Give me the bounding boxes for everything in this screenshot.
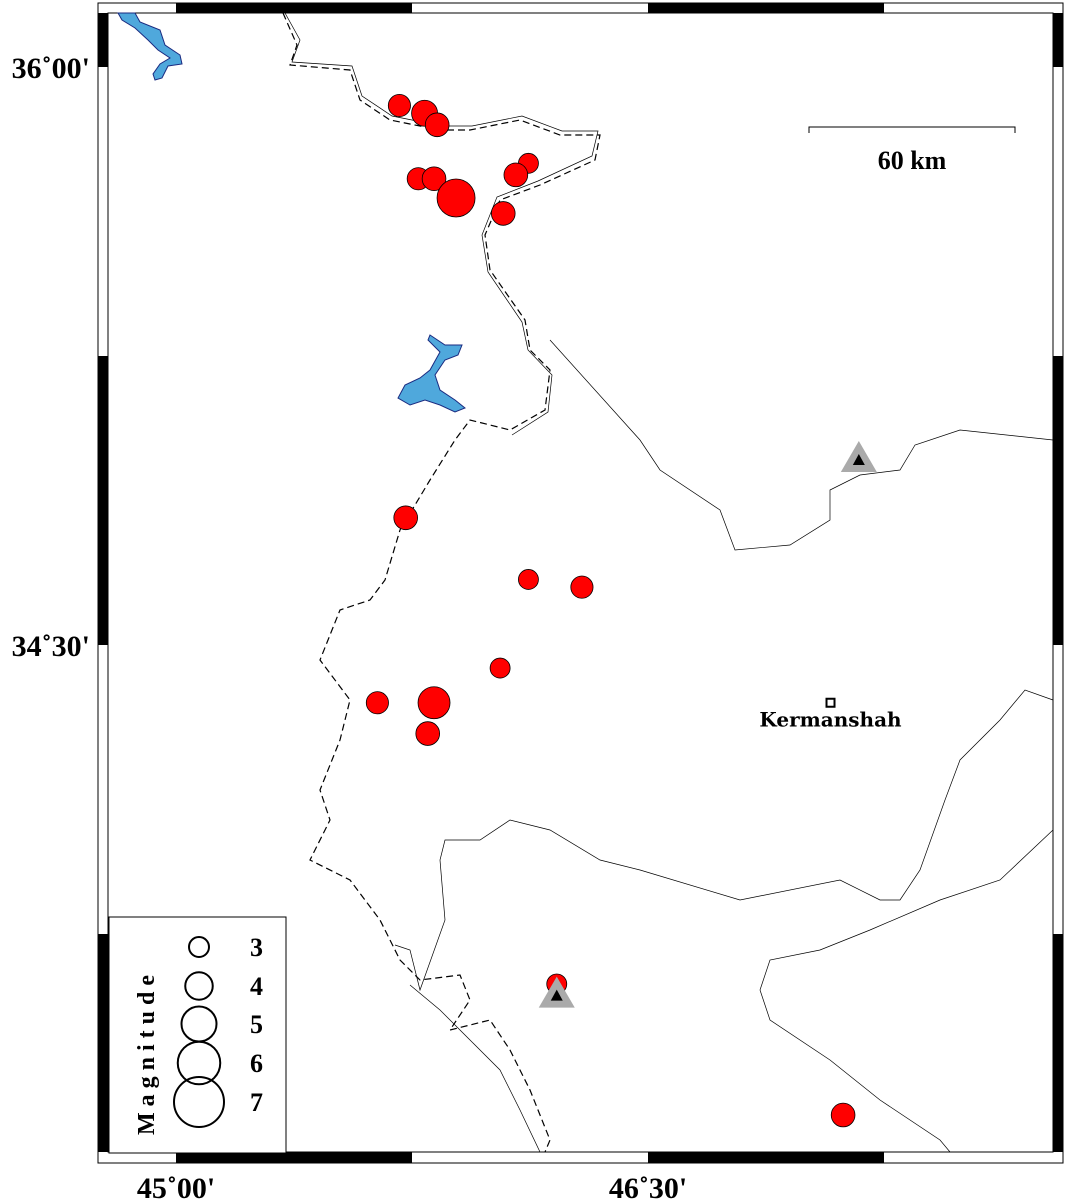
station-marker (852, 454, 865, 466)
earthquake-event (365, 691, 389, 715)
legend-label: 4 (250, 972, 263, 1001)
legend-circle (176, 1040, 222, 1086)
earthquake-event (421, 166, 447, 192)
earthquake-event (518, 569, 539, 590)
earthquake-event (489, 657, 511, 679)
legend-label: 3 (250, 933, 263, 962)
provincial-boundaries (284, 12, 1054, 1153)
magnitude-legend: Magnitude 3 4 5 6 7 (108, 916, 287, 1154)
earthquake-event (570, 575, 594, 599)
international-border (282, 12, 601, 1153)
earthquake-event (424, 112, 450, 138)
legend-circle (184, 971, 214, 1001)
lon-label-46-30: 46˚30' (609, 1172, 687, 1203)
lake-north (117, 12, 183, 81)
earthquake-event (830, 1102, 856, 1128)
legend-label: 7 (250, 1088, 263, 1117)
earthquake-event (387, 94, 411, 118)
scale-bar: 60 km (808, 126, 1016, 175)
earthquake-event (490, 201, 516, 226)
lat-label-34-30: 34˚30' (12, 630, 90, 663)
legend-circle (188, 936, 210, 958)
legend-title: Magnitude (134, 969, 160, 1135)
seismic-stations (538, 441, 877, 1008)
scale-bar-label: 60 km (878, 146, 947, 175)
lat-label-36: 36˚00' (12, 52, 90, 85)
lake-dam (397, 334, 466, 413)
legend-circle (173, 1076, 225, 1128)
lon-label-45: 45˚00' (137, 1172, 215, 1203)
city-label: Kermanshah (759, 708, 902, 732)
earthquake-event (415, 721, 441, 746)
earthquake-event (417, 686, 451, 720)
station-marker (550, 989, 563, 1001)
city-marker-icon (825, 697, 836, 708)
cities: Kermanshah (759, 697, 902, 732)
earthquake-event (503, 162, 529, 188)
legend-label: 5 (250, 1010, 263, 1039)
legend-label: 6 (250, 1049, 263, 1078)
earthquake-event (436, 178, 476, 218)
earthquake-event (393, 505, 418, 531)
